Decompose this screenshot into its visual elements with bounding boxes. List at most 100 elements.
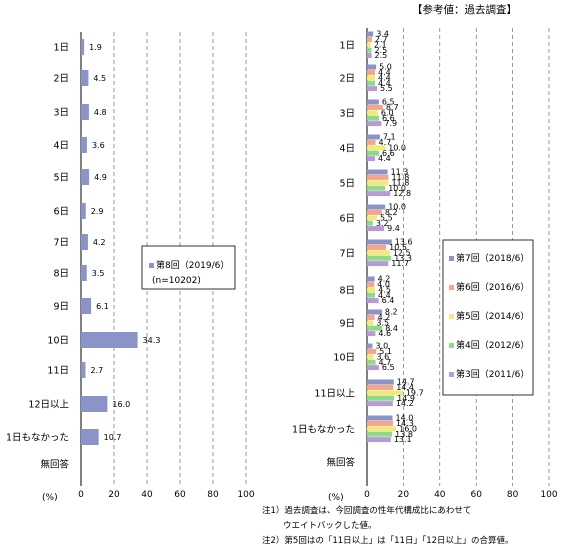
right-bar (367, 325, 383, 331)
right-legend-swatch (449, 314, 454, 319)
right-value-label: 13.6 (395, 238, 413, 247)
right-bar (367, 348, 377, 354)
left-bar (81, 396, 108, 412)
left-value-label: 2.9 (91, 207, 104, 216)
right-value-label: 7.1 (383, 133, 396, 142)
right-value-labels: 3.42.72.12.52.55.04.44.44.45.56.58.76.06… (374, 30, 424, 445)
right-value-label: 3.2 (376, 219, 389, 228)
left-bar (81, 137, 87, 153)
left-category-label: 4日 (53, 141, 69, 152)
left-value-label: 2.7 (90, 366, 103, 375)
right-bar (367, 401, 393, 407)
right-bar (367, 437, 391, 443)
left-legend-swatch (149, 263, 154, 268)
right-category-label: 無回答 (326, 457, 355, 469)
right-legend: 第7回（2018/6） 第6回（2016/6） 第5回（2014/6） 第4回（201… (442, 239, 534, 396)
right-bar (367, 31, 374, 37)
left-category-label: 6日 (53, 207, 69, 218)
right-legend-series-name: 第6回（2016/6） (456, 281, 529, 293)
right-bar (367, 86, 378, 92)
right-value-label: 14.3 (396, 419, 414, 428)
right-value-label: 8.7 (386, 103, 399, 112)
right-value-label: 14.9 (397, 394, 415, 403)
right-value-label: 4.4 (378, 291, 391, 300)
right-bar (367, 390, 403, 396)
left-bar (81, 298, 92, 314)
right-bar (367, 359, 376, 365)
right-bar (367, 215, 378, 221)
right-legend-series-name: 第3回（2011/6） (456, 368, 529, 380)
right-bars (367, 31, 403, 443)
right-bar (367, 150, 380, 156)
right-bar (367, 226, 385, 232)
left-value-label: 4.8 (94, 108, 107, 117)
reference-label: 【参考値：過去調査】 (412, 3, 517, 16)
left-category-label: 10日 (47, 336, 69, 347)
right-category-label: 4日 (339, 144, 355, 155)
right-value-label: 10.0 (388, 184, 406, 193)
right-bar (367, 185, 386, 191)
right-legend-series-name: 第4回（2012/6） (456, 339, 529, 351)
right-bar (367, 292, 376, 298)
right-bar (367, 69, 376, 75)
left-legend-n: (n=10202) (152, 276, 201, 286)
left-category-label: 9日 (53, 302, 69, 313)
left-x-tick: 0 (78, 490, 84, 500)
right-value-label: 19.7 (406, 388, 424, 397)
right-bar (367, 75, 376, 81)
right-x-tick: 20 (398, 490, 410, 500)
right-legend-items: 第7回（2018/6） 第6回（2016/6） 第5回（2014/6） 第4回（201… (449, 252, 529, 380)
right-category-label: 2日 (339, 74, 355, 85)
right-value-label: 3.5 (376, 318, 389, 327)
right-value-label: 10.0 (388, 143, 406, 152)
left-value-labels: 1.9 4.5 4.8 3.6 4.9 2.9 4.2 3.5 6.1 34.3 2.7 16.0 10… (89, 43, 160, 442)
right-value-label: 13.3 (394, 254, 412, 263)
right-bar (367, 42, 371, 48)
right-bar (367, 80, 376, 86)
right-value-label: 4.7 (379, 138, 392, 147)
left-value-label: 1.9 (89, 43, 102, 52)
left-value-label: 3.6 (92, 141, 105, 150)
right-value-label: 10.5 (389, 243, 407, 252)
right-legend-swatch (449, 256, 454, 261)
right-x-tick: 60 (470, 490, 482, 500)
right-value-label: 3.6 (377, 352, 390, 361)
left-bar (81, 169, 90, 185)
right-bar (367, 36, 372, 42)
right-bar (367, 250, 390, 256)
right-bar (367, 331, 376, 337)
right-category-label: 7日 (339, 249, 355, 260)
left-bar (81, 70, 89, 86)
right-category-label: 5日 (339, 179, 355, 190)
right-value-label: 14.0 (395, 414, 413, 423)
right-value-label: 6.6 (382, 114, 395, 123)
right-bar (367, 169, 388, 175)
left-category-label: 7日 (53, 238, 69, 249)
right-bar (367, 47, 372, 53)
right-bar (367, 309, 382, 315)
right-value-label: 5.0 (379, 63, 392, 72)
left-value-label: 4.9 (94, 173, 107, 182)
left-bar (81, 362, 86, 378)
left-category-label: 無回答 (40, 459, 69, 471)
right-value-label: 4.0 (377, 280, 390, 289)
right-bar (367, 379, 394, 385)
note-line-3: 注2）第5回はの「11日以上」は「11日」「12日以上」の合算値。 (262, 535, 514, 546)
right-bar (367, 261, 389, 267)
right-value-label: 2.7 (375, 35, 388, 44)
right-bar (367, 134, 380, 140)
right-bar (367, 53, 372, 59)
right-value-label: 14.2 (396, 399, 414, 408)
left-bar (81, 104, 89, 120)
left-category-label: 5日 (53, 173, 69, 184)
right-category-label: 6日 (339, 214, 355, 225)
right-category-label: 9日 (339, 319, 355, 330)
right-value-label: 13.8 (395, 430, 413, 439)
left-category-label: 3日 (53, 108, 69, 119)
left-bars (81, 39, 138, 445)
right-value-label: 12.5 (393, 248, 411, 257)
right-bar (367, 287, 376, 293)
right-bar (367, 420, 394, 426)
